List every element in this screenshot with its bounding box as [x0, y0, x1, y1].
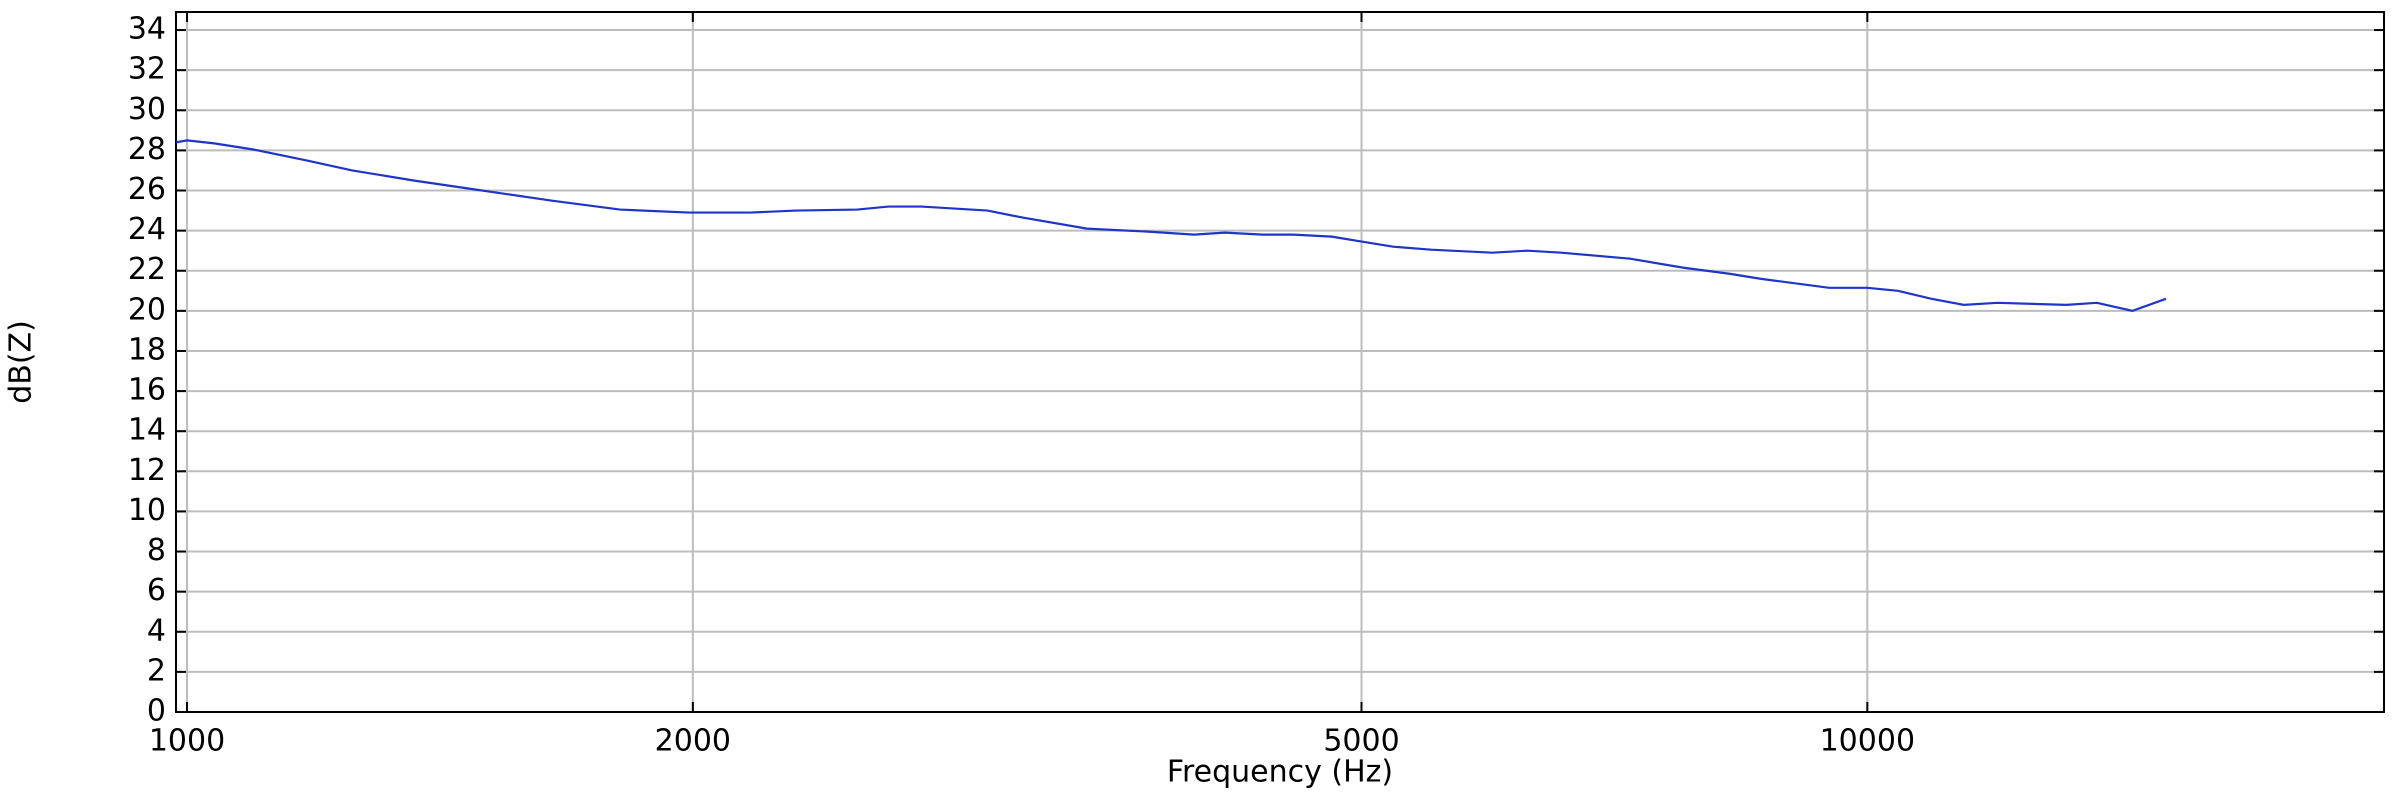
x-tick-label: 10000 — [1820, 724, 1915, 759]
y-tick-label: 2 — [147, 653, 166, 688]
x-tick-label: 2000 — [655, 724, 731, 759]
plot-frame — [175, 11, 2385, 713]
y-tick-label: 8 — [147, 533, 166, 568]
y-tick-label: 20 — [128, 292, 166, 327]
y-axis-label: dB(Z) — [4, 320, 39, 404]
y-tick-label: 26 — [128, 172, 166, 207]
y-tick-label: 28 — [128, 132, 166, 167]
y-tick-label: 6 — [147, 573, 166, 608]
x-tick-label: 1000 — [149, 724, 225, 759]
y-tick-label: 24 — [128, 212, 166, 247]
y-tick-label: 12 — [128, 453, 166, 488]
y-tick-label: 0 — [147, 694, 166, 729]
y-tick-label: 22 — [128, 252, 166, 287]
y-tick-label: 14 — [128, 413, 166, 448]
x-tick-label: 5000 — [1323, 724, 1399, 759]
y-tick-label: 18 — [128, 332, 166, 367]
y-tick-label: 4 — [147, 613, 166, 648]
y-tick-label: 10 — [128, 493, 166, 528]
y-tick-label: 16 — [128, 373, 166, 408]
y-tick-label: 34 — [128, 12, 166, 47]
y-tick-label: 32 — [128, 52, 166, 87]
data-line — [175, 139, 2167, 312]
x-axis-label: Frequency (Hz) — [1167, 755, 1393, 790]
y-tick-label: 30 — [128, 92, 166, 127]
